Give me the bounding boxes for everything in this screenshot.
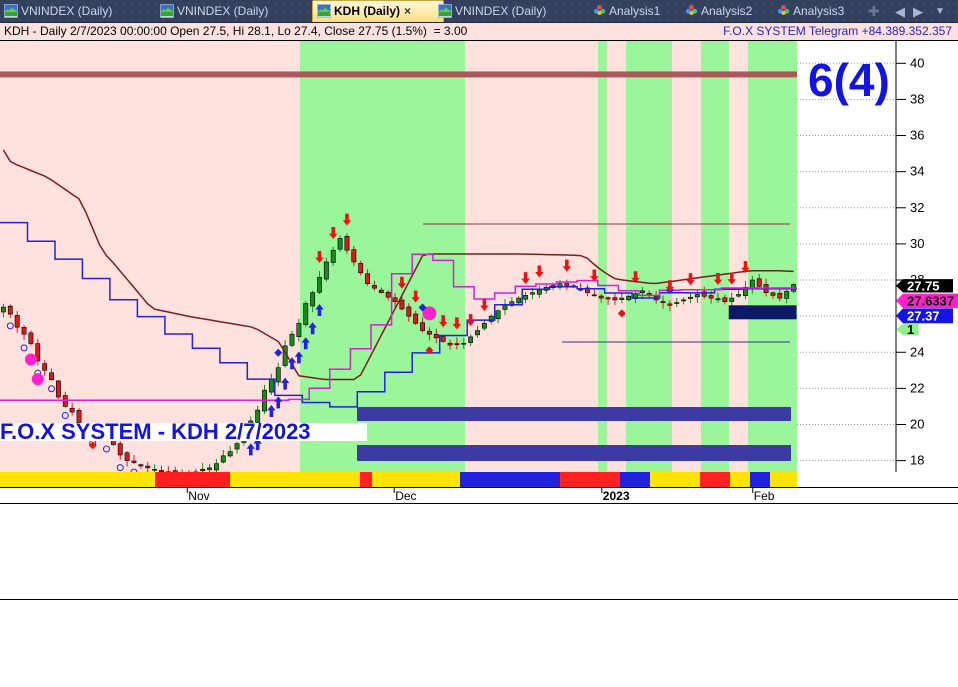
svg-text:1: 1 <box>907 322 914 337</box>
svg-text:27.6337: 27.6337 <box>907 293 954 308</box>
svg-text:27.75: 27.75 <box>907 278 940 293</box>
